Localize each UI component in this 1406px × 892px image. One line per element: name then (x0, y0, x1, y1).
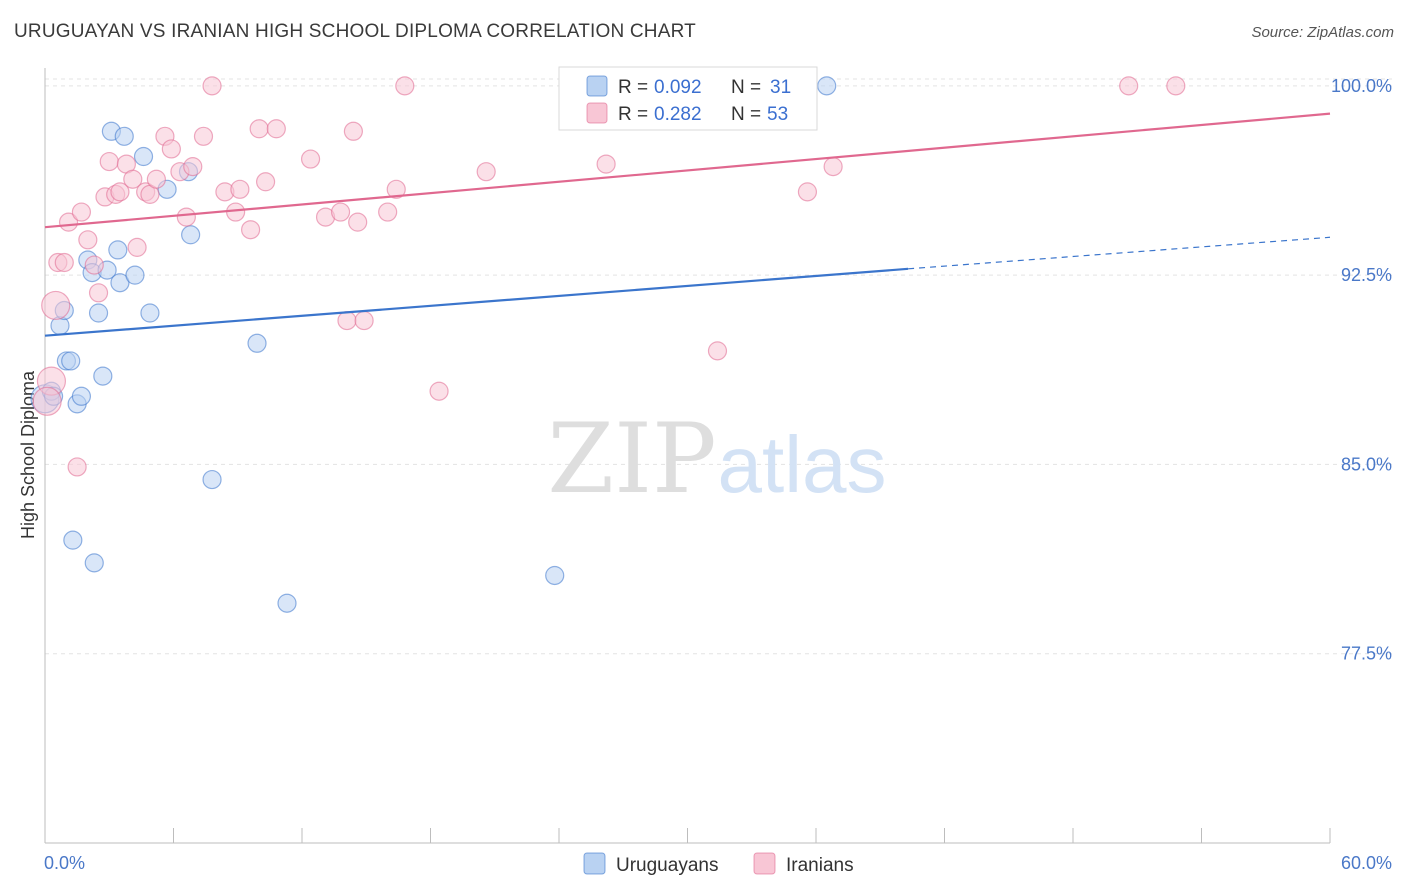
point-uruguayans (125, 265, 145, 285)
point-iranians (386, 179, 406, 199)
point-uruguayans (817, 76, 837, 96)
legend-n-label: N = (731, 77, 761, 98)
point-iranians (71, 202, 92, 222)
point-iranians (58, 212, 79, 232)
data-points (30, 76, 1186, 613)
point-iranians (193, 126, 214, 146)
series-legend-iranians: Iranians (786, 855, 854, 876)
point-uruguayans (140, 303, 160, 323)
trend-line-uruguayans (44, 267, 909, 337)
point-iranians (226, 202, 246, 222)
point-uruguayans (202, 469, 222, 490)
point-iranians (123, 169, 143, 189)
point-iranians (266, 119, 286, 139)
point-iranians (78, 230, 98, 250)
point-iranians (596, 154, 616, 174)
point-iranians (255, 172, 276, 192)
point-iranians (823, 157, 843, 177)
point-iranians (797, 182, 818, 202)
series-legend-swatch-iranians (753, 852, 776, 875)
y-tick-label: 92.5% (1341, 265, 1392, 285)
point-iranians (300, 149, 321, 169)
point-iranians (110, 182, 130, 202)
point-iranians (707, 341, 728, 361)
legend-r-value: 0.092 (654, 77, 702, 98)
point-uruguayans (63, 530, 83, 550)
point-uruguayans (114, 126, 134, 146)
point-iranians (183, 157, 203, 177)
point-uruguayans (277, 593, 297, 613)
point-iranians (343, 121, 363, 141)
y-tick-label: 85.0% (1341, 454, 1392, 474)
legend-n-value: 31 (770, 77, 791, 98)
trend-extension-uruguayans (908, 236, 1331, 270)
point-iranians (395, 76, 415, 96)
legend-r-value: 0.282 (654, 104, 702, 125)
point-iranians (348, 212, 368, 232)
watermark-atlas: atlas (718, 420, 887, 509)
point-uruguayans (108, 240, 128, 260)
chart-title: URUGUAYAN VS IRANIAN HIGH SCHOOL DIPLOMA… (14, 21, 696, 42)
point-uruguayans (88, 303, 109, 323)
legend-swatch-iranians (586, 102, 608, 124)
point-uruguayans (247, 333, 267, 353)
point-iranians (99, 151, 119, 172)
trend-line-iranians (44, 112, 1331, 229)
point-iranians (378, 202, 398, 222)
axes (44, 68, 1331, 844)
point-uruguayans (93, 366, 113, 386)
point-iranians (127, 237, 147, 257)
x-tick-label: 60.0% (1341, 853, 1392, 873)
series-legend-swatch-uruguayans (583, 852, 606, 875)
legend-r-label: R = (618, 104, 648, 125)
point-iranians (161, 139, 181, 159)
point-iranians (429, 381, 449, 401)
point-iranians (202, 76, 222, 96)
legend-swatch-uruguayans (586, 75, 608, 97)
point-uruguayans (133, 146, 154, 167)
point-iranians (67, 457, 87, 477)
point-iranians (330, 202, 351, 222)
y-axis-label: High School Diploma (18, 370, 38, 539)
point-iranians (146, 169, 166, 189)
point-iranians (84, 255, 104, 275)
point-iranians (32, 386, 62, 416)
point-iranians (241, 220, 261, 240)
point-iranians (249, 119, 269, 139)
point-iranians (1119, 76, 1139, 96)
stats-legend: R = 0.092 N = 31 R = 0.282 N = 53 (558, 66, 818, 131)
series-legend: Uruguayans Iranians (583, 852, 854, 876)
point-iranians (476, 162, 496, 182)
point-iranians (54, 252, 74, 273)
point-iranians (176, 207, 196, 227)
gridlines (45, 78, 1392, 655)
point-iranians (1166, 76, 1186, 96)
legend-n-label: N = (731, 104, 761, 125)
point-iranians (230, 179, 250, 199)
point-uruguayans (71, 386, 92, 406)
y-tick-label: 77.5% (1341, 644, 1392, 664)
legend-n-value: 53 (767, 104, 788, 125)
point-iranians (41, 290, 71, 321)
legend-r-label: R = (618, 77, 648, 98)
point-uruguayans (110, 273, 130, 293)
point-iranians (354, 310, 374, 331)
point-uruguayans (61, 351, 81, 371)
watermark: ZIP atlas (547, 403, 886, 515)
x-tick-label: 0.0% (44, 853, 85, 873)
tick-labels: 77.5% 85.0% 92.5% 100.0% 0.0% 60.0% (44, 76, 1392, 873)
point-iranians (337, 310, 357, 331)
series-legend-uruguayans: Uruguayans (616, 855, 718, 876)
trend-lines (44, 112, 1331, 337)
y-tick-label: 100.0% (1331, 76, 1392, 96)
point-uruguayans (545, 565, 565, 586)
watermark-zip: ZIP (547, 403, 716, 515)
source-label: Source: ZipAtlas.com (1251, 24, 1394, 41)
point-uruguayans (181, 225, 201, 245)
point-uruguayans (84, 553, 104, 573)
point-iranians (88, 283, 109, 303)
